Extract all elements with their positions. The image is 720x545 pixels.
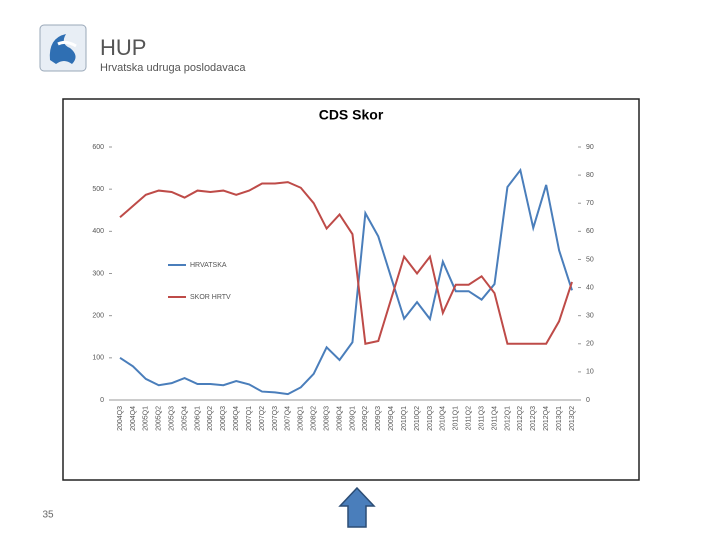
- x-tick-label: 2004Q3: [117, 406, 124, 431]
- page-number: 35: [42, 510, 54, 521]
- x-tick-label: 2013Q1: [556, 406, 563, 431]
- x-tick-label: 2011Q4: [491, 406, 498, 430]
- x-tick-label: 2009Q4: [388, 406, 395, 431]
- x-tick-label: 2009Q2: [362, 406, 369, 431]
- x-tick-label: 2012Q1: [504, 406, 511, 431]
- x-tick-label: 2007Q2: [259, 406, 266, 431]
- x-tick-label: 2004Q4: [130, 406, 137, 431]
- y2-tick-label: 30: [586, 313, 594, 320]
- y2-tick-label: 0: [586, 397, 590, 404]
- plot: 0 100 200 300 400 500 600 0 10 20 30 40 50 60 70 80 90 20…: [92, 144, 594, 431]
- x-tick-label: 2007Q1: [246, 406, 253, 431]
- y2-tick-label: 40: [586, 284, 594, 291]
- y2-tick-label: 70: [586, 200, 594, 207]
- y2-tick-label: 20: [586, 341, 594, 348]
- y2-tick-label: 50: [586, 256, 594, 263]
- y-tick-label: 400: [92, 228, 104, 235]
- x-tick-label: 2008Q3: [323, 406, 330, 431]
- x-tick-label: 2012Q3: [530, 406, 537, 431]
- y-tick-label: 200: [92, 313, 104, 320]
- legend-label: SKOR HRTV: [190, 294, 231, 301]
- x-tick-label: 2011Q2: [466, 406, 473, 430]
- x-tick-label: 2005Q4: [181, 406, 188, 431]
- x-tick-label: 2011Q1: [453, 406, 460, 430]
- x-tick-label: 2006Q3: [220, 406, 227, 431]
- nav-arrow[interactable]: [338, 486, 376, 528]
- x-tick-label: 2007Q3: [272, 406, 279, 431]
- chart-frame: [62, 98, 640, 481]
- series-line: [119, 181, 573, 345]
- x-tick-label: 2008Q4: [336, 406, 343, 431]
- x-tick-label: 2008Q2: [311, 406, 318, 431]
- y-tick-label: 600: [92, 144, 104, 151]
- x-tick-label: 2010Q1: [401, 406, 408, 431]
- x-tick-label: 2009Q3: [375, 406, 382, 431]
- x-tick-label: 2008Q1: [298, 406, 305, 431]
- x-tick-label: 2005Q1: [143, 406, 150, 431]
- y2-tick-label: 60: [586, 228, 594, 235]
- y2-tick-label: 80: [586, 172, 594, 179]
- y-tick-label: 500: [92, 186, 104, 193]
- y2-tick-label: 10: [586, 369, 594, 376]
- y-tick-label: 0: [100, 397, 104, 404]
- x-tick-label: 2012Q4: [543, 406, 550, 431]
- chart-title: CDS Skor: [319, 107, 384, 123]
- header-subtitle: Hrvatska udruga poslodavaca: [100, 62, 246, 74]
- y-tick-label: 100: [92, 355, 104, 362]
- x-tick-label: 2005Q2: [156, 406, 163, 431]
- y2-tick-label: 90: [586, 144, 594, 151]
- x-tick-label: 2006Q2: [207, 406, 214, 431]
- header-title: HUP: [100, 35, 146, 60]
- x-tick-label: 2010Q4: [440, 406, 447, 431]
- x-tick-label: 2006Q4: [233, 406, 240, 431]
- x-tick-label: 2006Q1: [194, 406, 201, 431]
- x-tick-label: 2010Q3: [427, 406, 434, 431]
- x-tick-label: 2010Q2: [414, 406, 421, 431]
- y-tick-label: 300: [92, 270, 104, 277]
- x-tick-label: 2009Q1: [349, 406, 356, 431]
- x-tick-label: 2005Q3: [169, 406, 176, 431]
- logo: [39, 24, 87, 72]
- series-line: [119, 167, 573, 396]
- x-tick-label: 2011Q3: [478, 406, 485, 430]
- x-tick-label: 2007Q4: [285, 406, 292, 431]
- x-tick-label: 2013Q2: [569, 406, 576, 431]
- x-tick-label: 2012Q2: [517, 406, 524, 431]
- legend-label: HRVATSKA: [190, 262, 227, 269]
